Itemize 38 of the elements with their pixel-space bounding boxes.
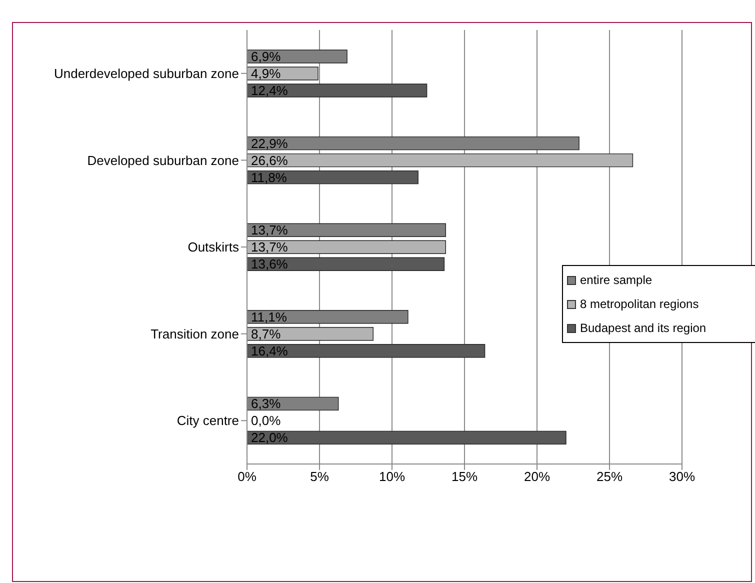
- data-label: 13,6%: [251, 256, 288, 272]
- data-label: 13,7%: [251, 240, 288, 255]
- x-tick-label: 25%: [596, 469, 623, 484]
- data-label: 0,0%: [251, 413, 282, 428]
- bar: [247, 84, 428, 98]
- x-tick-label: 0%: [238, 469, 257, 484]
- bar: [247, 327, 374, 341]
- y-tick-label: Outskirts: [188, 240, 240, 255]
- bar: [247, 257, 445, 271]
- x-tick-label: 15%: [451, 469, 478, 484]
- data-label: 8,7%: [251, 326, 282, 342]
- data-label: 11,1%: [251, 309, 288, 324]
- data-label: 22,9%: [251, 136, 288, 151]
- y-tick-label: Transition zone: [150, 326, 239, 342]
- data-label: 11,8%: [251, 170, 288, 185]
- data-label: 4,9%: [251, 66, 282, 81]
- x-tick-label: 20%: [524, 469, 550, 484]
- data-label: 13,7%: [251, 222, 288, 238]
- y-tick-label: City centre: [176, 413, 239, 428]
- data-label: 6,3%: [251, 396, 282, 412]
- bar: [247, 430, 566, 445]
- data-label: 22,0%: [251, 430, 288, 446]
- data-label: 26,6%: [251, 152, 288, 168]
- bar: [247, 170, 418, 184]
- bar: [247, 344, 486, 358]
- x-tick-label: 30%: [668, 469, 696, 484]
- x-tick-label: 5%: [310, 469, 330, 484]
- y-tick-label: Underdeveloped suburban zone: [54, 66, 239, 82]
- data-label: 16,4%: [251, 343, 288, 358]
- data-label: 6,9%: [251, 49, 282, 64]
- x-tick-label: 10%: [378, 469, 406, 484]
- y-tick-label: Developed suburban zone: [87, 152, 239, 168]
- legend-label: Budapest and its region: [580, 321, 706, 335]
- bar: [247, 153, 634, 168]
- legend-label: 8 metropolitan regions: [580, 297, 699, 311]
- legend-label: entire sample: [580, 273, 652, 287]
- bar: [247, 240, 446, 254]
- data-label: 12,4%: [251, 83, 288, 98]
